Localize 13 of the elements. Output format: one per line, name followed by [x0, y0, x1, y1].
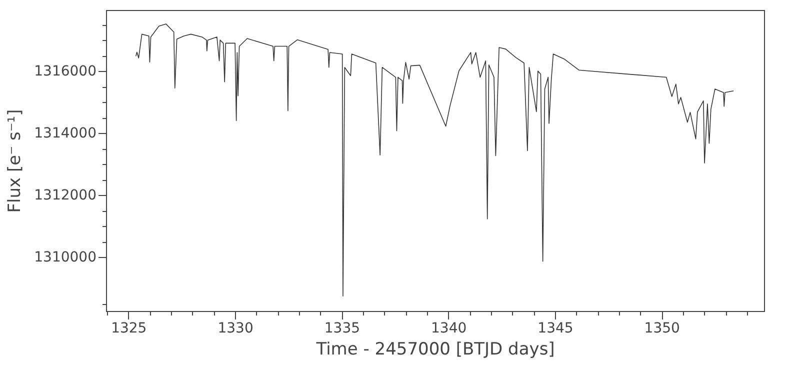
- y-tick-label: 1314000: [34, 126, 96, 142]
- y-axis-title: Flux [e⁻ s⁻¹]: [5, 109, 26, 213]
- x-tick-label: 1335: [324, 320, 360, 336]
- x-tick-label: 1350: [644, 320, 680, 336]
- line-series: [135, 24, 734, 297]
- y-tick-label: 1312000: [34, 188, 96, 204]
- x-tick-label: 1340: [431, 320, 467, 336]
- x-tick-label: 1325: [111, 320, 147, 336]
- x-tick-label: 1345: [538, 320, 574, 336]
- y-tick-label: 1310000: [34, 250, 96, 266]
- x-axis-title: Time - 2457000 [BTJD days]: [315, 340, 555, 360]
- x-tick-label: 1330: [218, 320, 254, 336]
- y-tick-label: 1316000: [34, 64, 96, 80]
